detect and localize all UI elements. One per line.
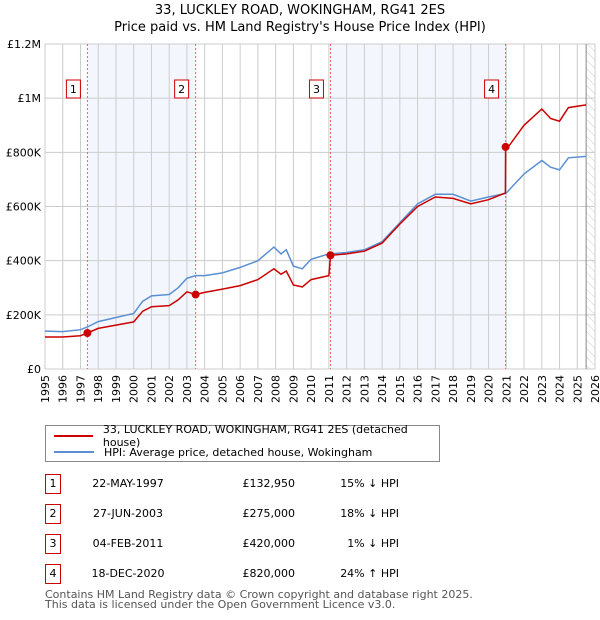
sale-marker-label: 3: [313, 83, 320, 96]
y-tick-label: £800K: [6, 146, 42, 159]
y-tick-label: £400K: [6, 255, 42, 268]
sale-row: 4 18-DEC-2020 £820,000 24% ↑ HPI: [45, 564, 445, 584]
x-tick-label: 2007: [252, 375, 265, 403]
chart-plot: 1995 1996 1997 1998 1999 2000 2001 2002 2003 2004…: [6, 38, 600, 403]
y-tick-label: £1.2M: [7, 38, 41, 51]
legend-item-hpi: HPI: Average price, detached house, Woki…: [54, 444, 372, 460]
y-tick-label: £1M: [18, 92, 42, 105]
sale-hpi-diff: 18% ↓ HPI: [340, 507, 399, 520]
x-tick-label: 2022: [518, 375, 531, 403]
chart-subtitle: Price paid vs. HM Land Registry's House …: [114, 20, 486, 35]
sale-marker-box: [65, 79, 81, 99]
x-tick-label: 2026: [589, 375, 600, 403]
sale-date: 04-FEB-2011: [92, 537, 164, 550]
x-tick-label: 1995: [39, 375, 52, 403]
x-tick-label: 2004: [199, 375, 212, 403]
sale-marker-box: [308, 79, 324, 99]
sale-marker-label: 1: [70, 83, 77, 96]
x-tick-label: 2002: [163, 375, 176, 403]
legend-swatch: [54, 451, 94, 453]
x-tick-label: 2025: [571, 375, 584, 403]
footer-licence: This data is licensed under the Open Gov…: [45, 598, 396, 611]
sale-number: 2: [45, 504, 61, 524]
sale-hpi-diff: 15% ↓ HPI: [340, 477, 399, 490]
x-tick-label: 2015: [394, 375, 407, 403]
x-tick-label: 2016: [412, 375, 425, 403]
sale-price: £275,000: [242, 507, 296, 520]
chart-title: 33, LUCKLEY ROAD, WOKINGHAM, RG41 2ES: [154, 3, 446, 18]
sale-marker-box: [484, 79, 500, 99]
x-tick-label: 2023: [536, 375, 549, 403]
x-tick-label: 1998: [92, 375, 105, 403]
x-tick-label: 2003: [181, 375, 194, 403]
sale-marker-label: 4: [488, 83, 495, 96]
x-tick-label: 2009: [287, 375, 300, 403]
y-tick-label: £200K: [6, 309, 42, 322]
sale-date: 18-DEC-2020: [91, 567, 165, 580]
x-tick-label: 1997: [74, 375, 87, 403]
x-tick-label: 2012: [341, 375, 354, 403]
sale-price: £420,000: [242, 537, 296, 550]
sale-row: 2 27-JUN-2003 £275,000 18% ↓ HPI: [45, 504, 445, 524]
sale-number: 3: [45, 534, 61, 554]
x-tick-label: 2005: [216, 375, 229, 403]
x-tick-label: 2014: [376, 375, 389, 403]
y-tick-label: £600K: [6, 201, 42, 214]
x-tick-label: 2020: [483, 375, 496, 403]
x-tick-label: 2024: [554, 375, 567, 403]
sale-point: [83, 328, 92, 337]
sale-date: 22-MAY-1997: [92, 477, 164, 490]
sale-row: 1 22-MAY-1997 £132,950 15% ↓ HPI: [45, 474, 445, 494]
x-tick-label: 2001: [145, 375, 158, 403]
sale-marker-box: [174, 79, 190, 99]
legend-label: 33, LUCKLEY ROAD, WOKINGHAM, RG41 2ES (d…: [102, 423, 408, 449]
legend-swatch: [54, 435, 93, 437]
sale-hpi-diff: 24% ↑ HPI: [340, 567, 399, 580]
sale-price: £820,000: [242, 567, 296, 580]
x-tick-label: 2011: [323, 375, 336, 403]
sale-row: 3 04-FEB-2011 £420,000 1% ↓ HPI: [45, 534, 445, 554]
x-tick-label: 2019: [465, 375, 478, 403]
x-tick-label: 2017: [429, 375, 442, 403]
sale-point: [501, 142, 510, 151]
sale-point: [191, 290, 200, 299]
legend-item-property: 33, LUCKLEY ROAD, WOKINGHAM, RG41 2ES (d…: [54, 423, 439, 449]
x-tick-label: 1996: [57, 375, 70, 403]
sale-point: [326, 251, 335, 260]
x-tick-label: 2000: [128, 375, 141, 403]
footer-copyright: Contains HM Land Registry data © Crown c…: [45, 588, 473, 601]
sale-number: 1: [45, 474, 61, 494]
x-tick-label: 2018: [447, 375, 460, 403]
sale-date: 27-JUN-2003: [92, 507, 164, 520]
sale-marker-label: 2: [178, 83, 185, 96]
sale-number: 4: [45, 564, 61, 584]
x-tick-label: 2013: [358, 375, 371, 403]
legend: 33, LUCKLEY ROAD, WOKINGHAM, RG41 2ES (d…: [45, 423, 440, 462]
y-tick-label: £0: [27, 363, 41, 376]
x-tick-label: 2021: [500, 375, 513, 403]
sale-price: £132,950: [242, 477, 296, 490]
legend-label: HPI: Average price, detached house, Woki…: [104, 445, 373, 459]
sale-hpi-diff: 1% ↓ HPI: [347, 537, 399, 550]
x-tick-label: 1999: [110, 375, 123, 403]
x-tick-label: 2006: [234, 375, 247, 403]
x-tick-label: 2010: [305, 375, 318, 403]
x-tick-label: 2008: [270, 375, 283, 403]
